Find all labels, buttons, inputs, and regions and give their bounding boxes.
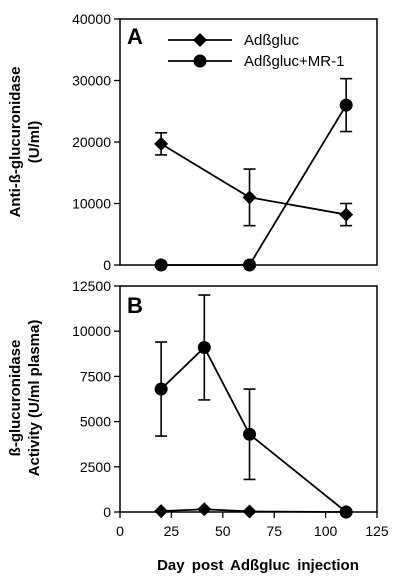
panel-a-data-point-diamond xyxy=(154,136,169,151)
panel-b-xtick-label: 50 xyxy=(215,523,231,539)
legend-diamond-icon xyxy=(193,33,207,47)
panel-b-xtick-label: 125 xyxy=(365,523,389,539)
panel-a-series-0-line xyxy=(160,143,347,216)
legend-label: Adßgluc+MR-1 xyxy=(244,53,344,70)
panel-b-ytick-label: 10000 xyxy=(72,323,111,339)
panel-b-data-point-diamond xyxy=(339,505,354,519)
panel-b-ytick-label: 0 xyxy=(103,504,111,520)
panel-b-ytick-label: 12500 xyxy=(72,278,111,294)
panel-a-legend: Adßgluc Adßgluc+MR-1 xyxy=(168,32,344,70)
panel-b-xtick-label: 100 xyxy=(314,523,338,539)
panel-b-frame xyxy=(119,285,378,513)
panel-a-letter: A xyxy=(127,24,143,49)
panel-b-ytick-label: 2500 xyxy=(80,459,111,475)
panel-a-ytick-label: 0 xyxy=(103,257,111,273)
panel-b-data-point-circle xyxy=(154,382,168,396)
legend-circle-icon xyxy=(193,54,207,68)
panel-a-ytick-label: 30000 xyxy=(72,73,111,89)
panel-b-data-point-diamond xyxy=(197,502,212,517)
panel-a-data-point-diamond xyxy=(242,190,257,205)
panel-a-series-1-line xyxy=(161,104,347,266)
panel-b-series-1-line xyxy=(161,508,347,513)
panel-a-ytick-label: 40000 xyxy=(72,11,111,27)
panel-b-ytick-label: 5000 xyxy=(80,414,111,430)
panel-a-data-point-circle xyxy=(243,258,257,272)
panel-b-xtick-label: 25 xyxy=(164,523,180,539)
panel-a-data-point-circle xyxy=(339,98,353,112)
panel-b-data-point-diamond xyxy=(154,504,169,519)
panel-a-data-point-diamond xyxy=(339,207,354,222)
panel-b-data-point-diamond xyxy=(242,504,257,519)
panel-b-ytick-label: 7500 xyxy=(80,368,111,384)
panel-b-ylabel-line2: Activity (U/ml plasma) xyxy=(26,320,43,477)
panel-b-data-point-circle xyxy=(243,427,257,441)
panel-b-ylabel-line1: ß-glucuronidase xyxy=(7,340,24,457)
panel-a-ylabel-line1: Anti-ß-glucuronidase xyxy=(7,67,24,218)
panel-a-data-point-circle xyxy=(154,258,168,272)
panel-a-ytick-label: 20000 xyxy=(72,134,111,150)
panel-b-letter: B xyxy=(127,293,143,318)
panel-a-ytick-label: 10000 xyxy=(72,196,111,212)
panel-b-series-0-line xyxy=(160,345,347,513)
panel-b-xtick-label: 75 xyxy=(266,523,282,539)
x-axis-label: Day post Adßgluc injection xyxy=(157,557,359,574)
panel-b-data-point-circle xyxy=(197,340,211,354)
legend-label: Adßgluc xyxy=(244,32,300,49)
panel-a-ylabel-line2: (U/ml) xyxy=(26,121,43,164)
panel-b-xtick-label: 0 xyxy=(116,523,124,539)
